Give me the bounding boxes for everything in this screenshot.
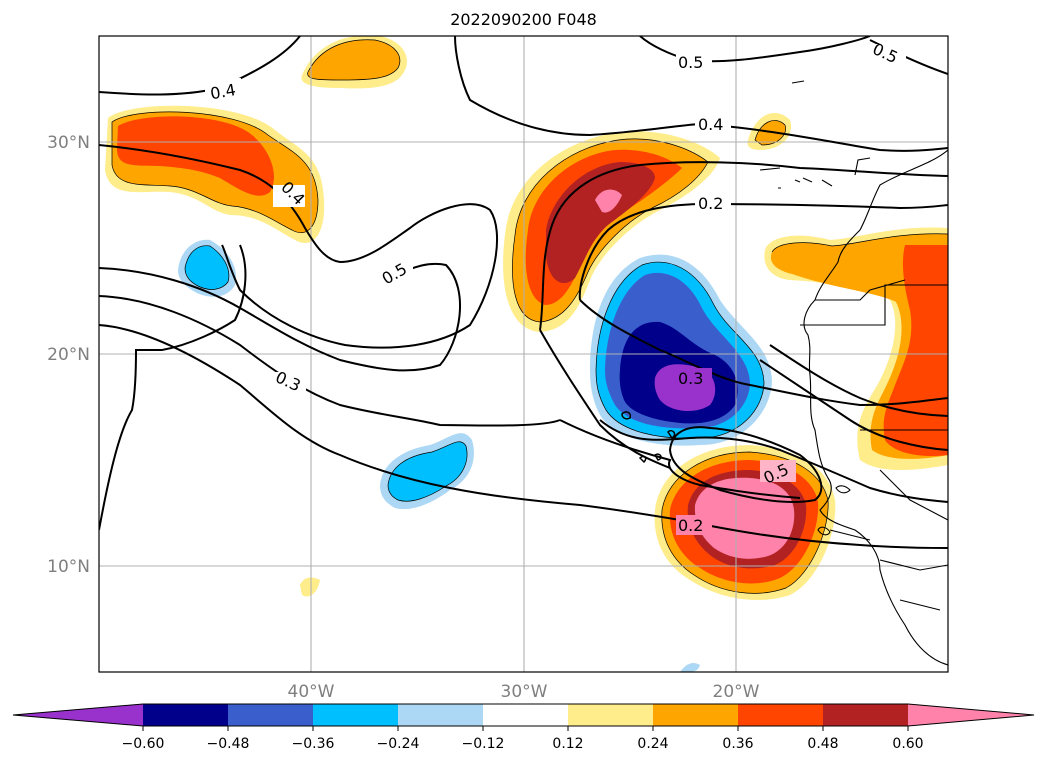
contour-0.5-north <box>639 36 871 63</box>
graticule <box>99 36 948 672</box>
colorbar-segment <box>483 704 568 726</box>
colorbar-tick-label: −0.12 <box>462 736 505 752</box>
colorbar-tick-label: −0.24 <box>377 736 420 752</box>
contour-label: 0.2 <box>698 194 723 213</box>
colorbar-extend-high <box>908 704 1034 726</box>
contour-0.3 <box>99 295 561 427</box>
contour-0.5-inner <box>99 262 461 372</box>
contour-label: 0.5 <box>678 53 703 72</box>
lat-tick-label: 20°N <box>47 345 90 365</box>
contour-0.4-northeast <box>454 36 948 152</box>
lat-tick-label: 30°N <box>47 133 90 153</box>
colorbar-segment <box>568 704 653 726</box>
contour-0.3-east <box>579 299 948 407</box>
anomaly-blob-central <box>503 131 720 332</box>
colorbar-segment <box>228 704 313 726</box>
map-frame <box>98 35 949 673</box>
shaded-outlines <box>111 39 948 594</box>
anomaly-blob-south <box>654 445 836 600</box>
contour-lines <box>99 36 948 549</box>
colorbar-tick-label: −0.60 <box>122 736 165 752</box>
anomaly-blob-north <box>301 36 407 89</box>
colorbar-tick-label: 0.36 <box>722 736 753 752</box>
contour-label: 0.3 <box>678 369 703 388</box>
anomaly-blob-negative-central <box>590 254 772 446</box>
colorbar-segment <box>823 704 908 726</box>
colorbar-segment <box>143 704 228 726</box>
colorbar-tick-label: −0.36 <box>292 736 335 752</box>
colorbar-extend-low <box>13 704 143 726</box>
colorbar-segment <box>738 704 823 726</box>
lat-tick-label: 10°N <box>47 557 90 577</box>
coastlines <box>759 80 948 666</box>
colorbar-segment <box>653 704 738 726</box>
contour-0.4-north <box>99 36 301 96</box>
lon-tick-label: 20°W <box>713 682 760 702</box>
lon-tick-label: 30°W <box>501 682 548 702</box>
lon-tick-label: 40°W <box>288 682 335 702</box>
contour-labels: 0.4 0.4 0.4 0.5 0.5 0.5 0.5 0.2 0.3 0.3 … <box>205 39 906 535</box>
colorbar-tick-label: 0.12 <box>552 736 583 752</box>
contour-0.2-south <box>99 324 948 549</box>
african-coastline <box>803 149 948 666</box>
contour-0.5-west <box>99 144 499 349</box>
map-title: 2022090200 F048 <box>450 10 597 29</box>
colorbar-tick-label: 0.24 <box>637 736 668 752</box>
axis-ticks: 40°W 30°W 20°W 30°N 20°N 10°N <box>47 133 760 702</box>
contour-0.3-west <box>99 244 247 531</box>
colorbar-tick-label: 0.60 <box>892 736 923 752</box>
colorbar-segment <box>398 704 483 726</box>
colorbar-segment <box>313 704 398 726</box>
anomaly-blob-east <box>764 227 948 470</box>
contour-label: 0.4 <box>209 80 237 103</box>
contour-label: 0.4 <box>698 115 723 134</box>
anomaly-blob-northwest <box>105 105 325 244</box>
border-line <box>800 284 948 326</box>
colorbar-tick-label: 0.48 <box>807 736 838 752</box>
colorbar: −0.60 −0.48 −0.36 −0.24 −0.12 0.12 0.24 0.36 0.4… <box>12 703 1035 752</box>
colorbar-tick-label: −0.48 <box>207 736 250 752</box>
contour-label: 0.2 <box>678 516 703 535</box>
